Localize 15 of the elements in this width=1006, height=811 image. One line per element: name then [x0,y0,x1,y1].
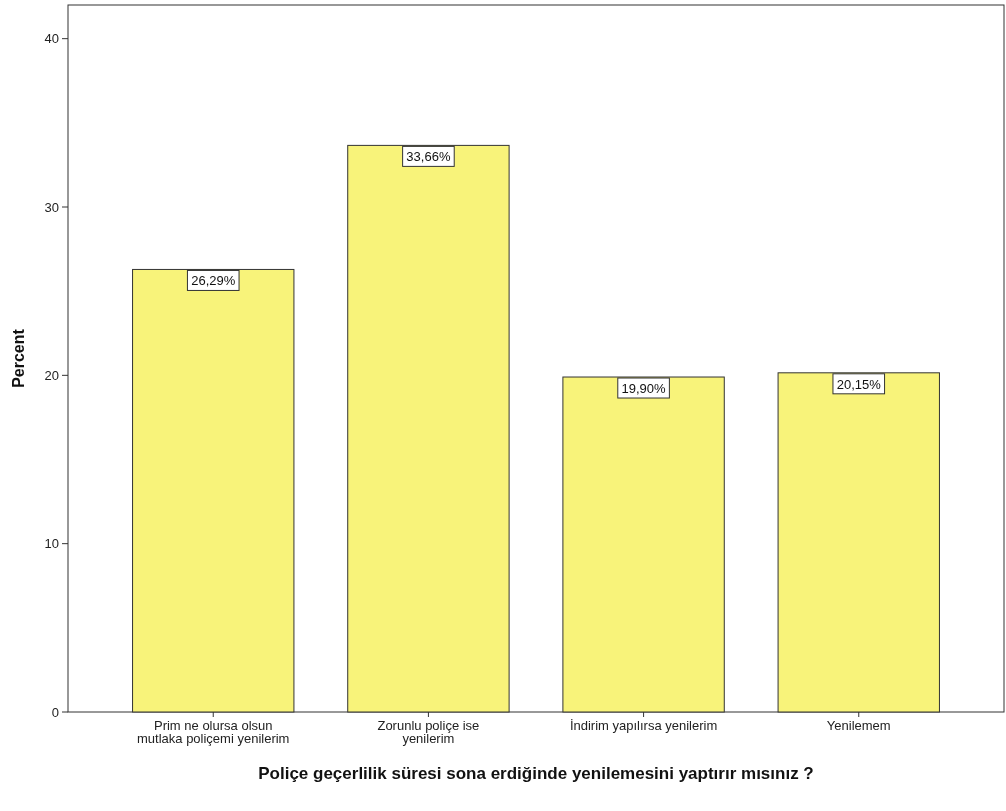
y-tick-label: 0 [51,704,59,720]
data-label: 19,90% [621,381,667,397]
y-tick-label: 40 [44,31,59,47]
data-label: 26,29% [191,273,236,289]
x-tick-label: Prim ne olursa olsun mutlaka poliçemi yenilerim [137,718,290,746]
x-tick-label: Yenilemem [826,718,891,733]
y-tick-label: 20 [44,367,59,383]
data-label: 20,15% [836,376,882,392]
data-label: 33,66% [406,149,451,165]
x-axis-title: Poliçe geçerlilik süresi sona erdiğinde yenilemesini yaptırır mısınız ? [258,764,814,783]
y-tick-label: 10 [44,536,59,552]
x-tick-label: Zorunlu poliçe ise yenilerim [377,718,480,746]
x-tick-label: İndirim yapılırsa yenilerim [569,718,718,733]
y-tick-label: 30 [44,199,59,215]
y-axis-title: Percent [10,328,27,388]
